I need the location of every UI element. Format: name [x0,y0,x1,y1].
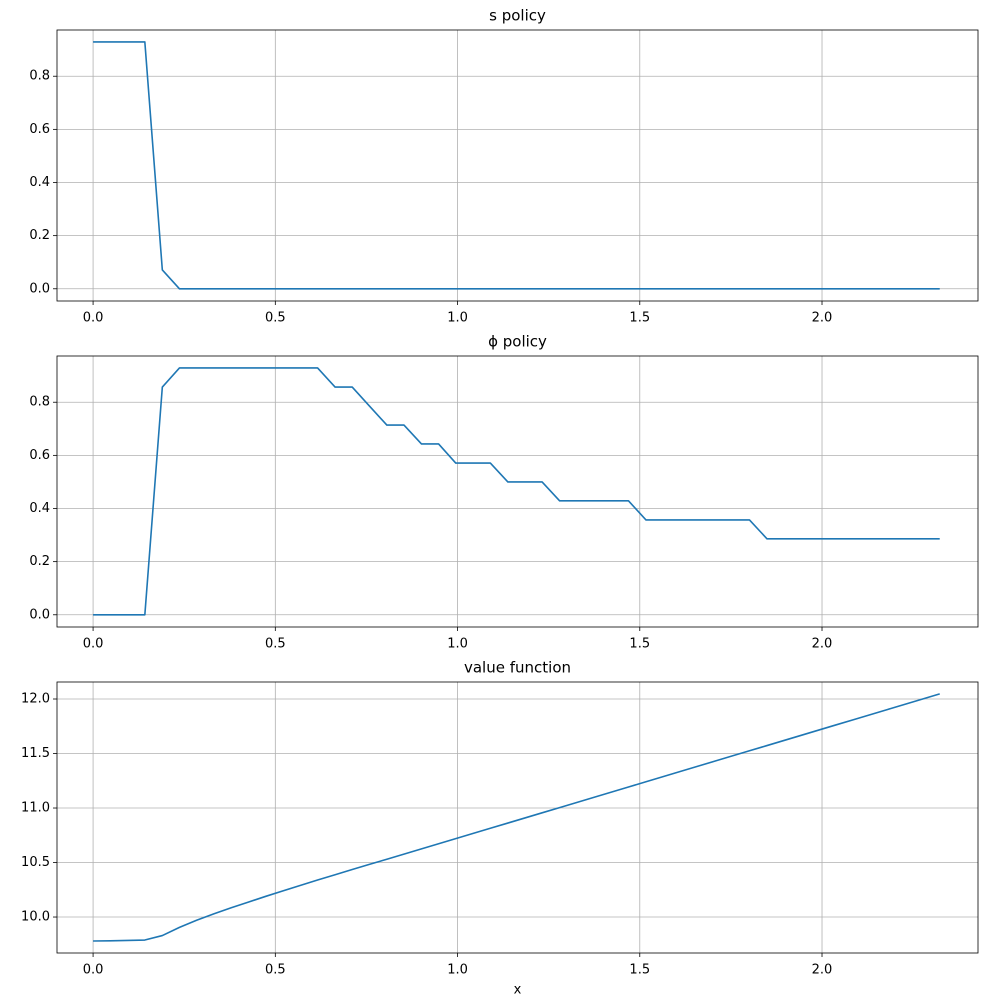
y-tick-label: 0.4 [29,501,50,516]
y-tick-label: 0.0 [29,281,50,296]
y-tick-label: 12.0 [21,692,50,707]
x-tick-label: 2.0 [812,311,833,326]
y-tick-label: 11.5 [21,746,50,761]
x-tick-label: 0.0 [83,963,104,978]
x-tick-label: 0.5 [265,963,286,978]
line-series [93,41,940,290]
plot-frame [56,681,979,954]
x-tick-label: 2.0 [812,637,833,652]
x-tick-label: 0.5 [265,311,286,326]
chart-title: s policy [489,7,546,25]
plot-frame [56,29,979,302]
x-tick-label: 1.0 [447,311,468,326]
y-tick-label: 0.6 [29,448,50,463]
y-tick-label: 0.6 [29,122,50,137]
y-tick-label: 0.0 [29,607,50,622]
y-tick-label: 0.4 [29,175,50,190]
x-tick-label: 0.5 [265,637,286,652]
line-series [93,367,940,616]
x-tick-label: 1.5 [629,311,650,326]
x-tick-label: 2.0 [812,963,833,978]
chart-title: ϕ policy [488,333,547,351]
y-tick-label: 0.8 [29,69,50,84]
x-tick-label: 1.5 [629,963,650,978]
y-tick-label: 10.5 [21,855,50,870]
line-series [93,693,940,942]
y-tick-label: 0.8 [29,395,50,410]
chart-title: value function [464,659,571,677]
y-tick-label: 11.0 [21,801,50,816]
x-tick-label: 0.0 [83,311,104,326]
x-tick-label: 1.5 [629,637,650,652]
y-tick-label: 0.2 [29,228,50,243]
x-tick-label: 0.0 [83,637,104,652]
y-tick-label: 0.2 [29,554,50,569]
x-axis-label: x [514,983,522,998]
plot-frame [56,355,979,628]
x-tick-label: 1.0 [447,637,468,652]
y-tick-label: 10.0 [21,910,50,925]
x-tick-label: 1.0 [447,963,468,978]
